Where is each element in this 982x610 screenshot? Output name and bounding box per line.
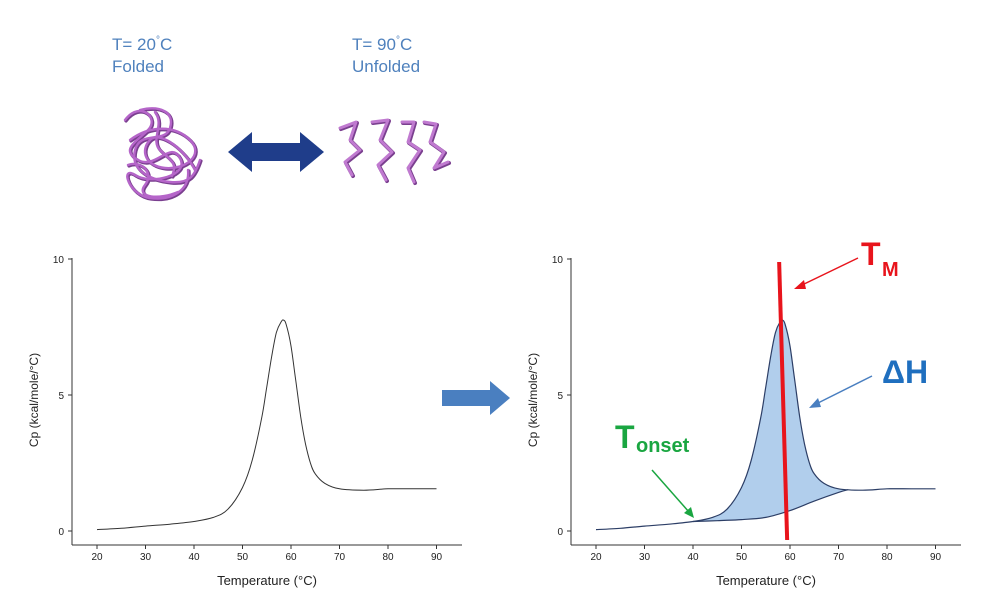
left-cp-curve xyxy=(96,319,437,531)
tm-annotation: T M xyxy=(794,236,899,289)
folded-label: Folded xyxy=(112,57,164,76)
delta-h-pointer-arrowhead xyxy=(809,398,821,408)
left-x-tick-label: 40 xyxy=(188,552,200,563)
right-x-tick-label: 30 xyxy=(639,552,651,563)
right-x-tick-label: 40 xyxy=(687,552,699,563)
unfolded-protein-icon xyxy=(338,118,451,185)
tonset-label-sub: onset xyxy=(636,435,690,457)
tonset-annotation: T onset xyxy=(615,419,694,518)
right-y-tick-label: 10 xyxy=(552,255,564,266)
unfolded-temperature: T= 90°C xyxy=(352,35,413,54)
right-y-axis-label: Cp (kcal/mole/°C) xyxy=(526,353,540,447)
left-y-tick-label: 5 xyxy=(58,391,64,402)
tm-pointer-arrowhead xyxy=(794,280,806,289)
left-x-axis-label: Temperature (°C) xyxy=(217,573,317,588)
right-x-tick-label: 20 xyxy=(590,552,602,563)
right-x-tick-label: 80 xyxy=(881,552,893,563)
baseline-curve xyxy=(692,489,849,523)
unfolded-state-label: T= 90°C Unfolded xyxy=(352,30,420,78)
tm-pointer-arrow xyxy=(799,257,859,287)
tm-label-main: T xyxy=(861,236,881,272)
unfolded-label: Unfolded xyxy=(352,57,421,76)
left-x-tick-label: 80 xyxy=(382,552,394,563)
tm-marker-line xyxy=(777,261,790,541)
left-y-tick-label: 0 xyxy=(58,527,64,538)
right-x-axis-label: Temperature (°C) xyxy=(716,573,816,588)
right-x-tick-label: 50 xyxy=(736,552,748,563)
right-x-tick-label: 70 xyxy=(833,552,845,563)
folded-temperature: T= 20°C xyxy=(112,35,173,54)
right-y-tick-label: 0 xyxy=(557,527,563,538)
delta-h-annotation: ΔH xyxy=(809,354,928,408)
left-y-tick-label: 10 xyxy=(53,255,65,266)
tonset-label-main: T xyxy=(615,419,635,455)
right-dsc-chart: 20 30 40 50 60 70 80 90 0 5 10 Temperature (°C) C… xyxy=(526,255,961,588)
delta-h-label: ΔH xyxy=(882,354,928,390)
left-x-tick-label: 60 xyxy=(285,552,297,563)
left-x-tick-label: 30 xyxy=(140,552,152,563)
process-arrow xyxy=(442,381,510,415)
left-x-tick-label: 70 xyxy=(334,552,346,563)
folded-protein-icon xyxy=(123,107,203,202)
left-y-axis-label: Cp (kcal/mole/°C) xyxy=(27,353,41,447)
right-x-tick-label: 90 xyxy=(930,552,942,563)
left-x-tick-label: 90 xyxy=(431,552,443,563)
equilibrium-double-arrow xyxy=(228,132,324,172)
right-x-tick-label: 60 xyxy=(784,552,796,563)
enthalpy-shaded-area xyxy=(693,319,849,522)
tm-label-sub: M xyxy=(882,259,899,281)
delta-h-pointer-arrow xyxy=(815,375,873,405)
tonset-pointer-arrowhead xyxy=(684,507,694,518)
folded-state-label: T= 20°C Folded xyxy=(112,30,172,78)
left-dsc-chart: 20 30 40 50 60 70 80 90 0 5 10 Temperature (°C) C… xyxy=(27,255,462,588)
left-x-tick-label: 50 xyxy=(237,552,249,563)
right-y-tick-label: 5 xyxy=(557,391,563,402)
left-x-tick-label: 20 xyxy=(91,552,103,563)
tonset-pointer-arrow xyxy=(651,469,690,513)
